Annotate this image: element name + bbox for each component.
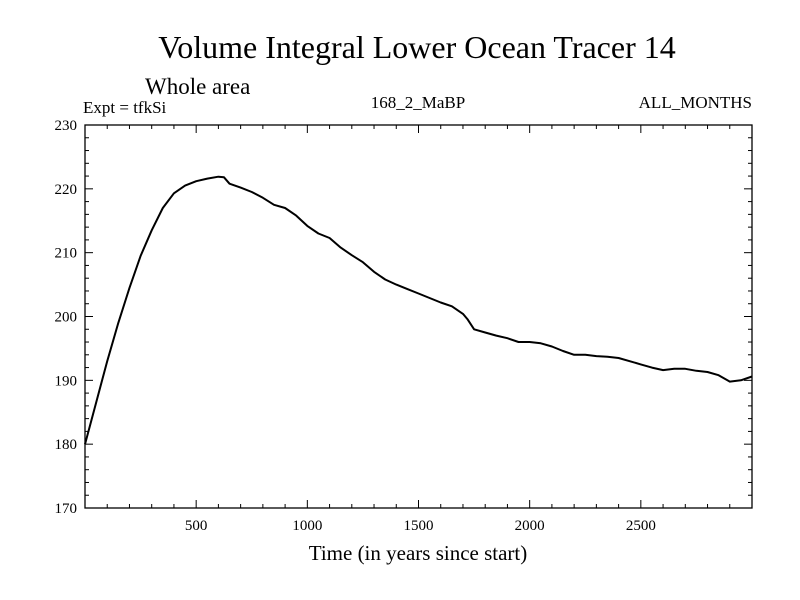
months-label: ALL_MONTHS [639,93,752,112]
series-line [84,175,753,445]
y-tick-label: 220 [55,182,78,198]
y-tick-label: 200 [55,310,78,326]
chart-title: Volume Integral Lower Ocean Tracer 14 [158,29,675,65]
y-tick-label: 210 [55,246,78,262]
x-axis-label: Time (in years since start) [309,541,528,565]
x-tick-label: 2500 [626,518,656,534]
y-tick-label: 190 [55,373,78,389]
plot-frame [84,124,753,509]
y-tick-label: 170 [55,501,78,517]
x-tick-label: 2000 [515,518,545,534]
experiment-label: Expt = tfkSi [83,98,167,117]
chart-subtitle: Whole area [145,74,250,99]
x-tick-label: 1000 [292,518,322,534]
y-tick-label: 230 [55,118,78,134]
x-tick-label: 1500 [404,518,434,534]
axis-tick-labels: 500 1000 1500 2000 2500 170 180 190 200 210 220 230 [55,118,656,534]
axis-ticks [85,124,752,509]
period-label: 168_2_MaBP [371,93,465,112]
y-tick-label: 180 [55,437,78,453]
x-tick-label: 500 [185,518,208,534]
